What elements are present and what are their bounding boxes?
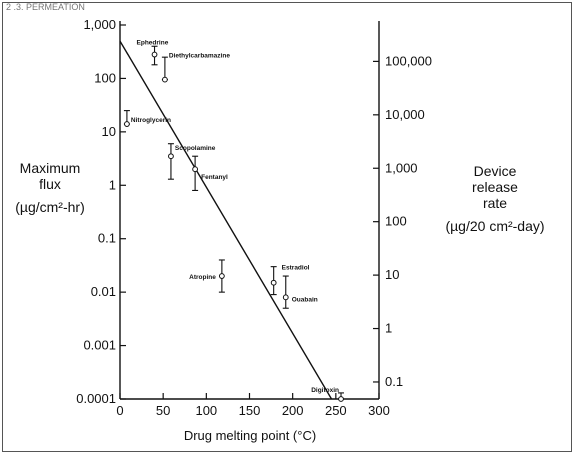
y-tick-label-right: 100,000 xyxy=(385,53,432,68)
x-tick-label: 250 xyxy=(325,403,347,418)
data-point xyxy=(282,294,289,301)
y-tick-label-right: 1,000 xyxy=(385,160,418,175)
y-tick-label-right: 0.1 xyxy=(385,374,403,389)
y-tick-label-right: 10 xyxy=(385,267,399,282)
x-tick-label: 150 xyxy=(239,403,261,418)
y-tick-label-left: 1 xyxy=(109,177,116,192)
right-axis-title-line3: rate xyxy=(483,195,507,211)
trend-line xyxy=(119,40,333,400)
x-tick-label: 50 xyxy=(156,403,170,418)
y-tick-label-left: 100 xyxy=(94,70,116,85)
y-tick-label-left: 0.0001 xyxy=(76,391,116,406)
y-tick-label-left: 10 xyxy=(102,124,116,139)
point-label: Atropine xyxy=(189,274,216,281)
right-axis-title-line2: release xyxy=(472,179,518,195)
point-label: Estradiol xyxy=(282,265,310,272)
data-point xyxy=(270,279,277,286)
data-point xyxy=(161,76,168,83)
x-tick-label: 200 xyxy=(282,403,304,418)
right-axis-title-line4: (µg/20 cm²-day) xyxy=(445,218,544,234)
axes: 0 50 100 150 200 250 300 0.0001 0.001 0.01 0.1 1 10 1… xyxy=(76,17,432,418)
point-label: Scopolamine xyxy=(175,145,216,152)
y-tick-label-right: 10,000 xyxy=(385,107,425,122)
data-point xyxy=(218,273,225,279)
point-label: Diethylcarbamazine xyxy=(169,53,230,60)
point-label: Ouabain xyxy=(292,296,318,303)
point-label: Ephedrine xyxy=(137,40,169,47)
data-point xyxy=(124,121,130,127)
x-tick-label: 300 xyxy=(368,403,390,418)
y-tick-label-left: 1,000 xyxy=(83,17,116,32)
point-label: Digitoxin xyxy=(311,387,339,394)
left-axis-title-line3: (µg/cm²-hr) xyxy=(15,199,85,215)
point-label: Nitroglycerin xyxy=(131,117,171,124)
left-axis-title-line2: flux xyxy=(39,176,61,192)
data-point xyxy=(168,153,174,160)
header-scribble: 2 .3. PERMEATION xyxy=(6,2,85,12)
y-tick-label-left: 0.1 xyxy=(98,231,116,246)
y-tick-label-left: 0.01 xyxy=(91,284,116,299)
x-tick-label: 100 xyxy=(195,403,217,418)
y-tick-label-right: 1 xyxy=(385,321,392,336)
right-axis-title-line1: Device xyxy=(474,163,517,179)
data-point xyxy=(151,51,158,58)
left-axis-title-line1: Maximum xyxy=(20,160,81,176)
y-tick-label-left: 0.001 xyxy=(83,338,116,353)
point-label: Fentanyl xyxy=(201,174,228,181)
x-axis-title: Drug melting point (°C) xyxy=(184,428,316,443)
x-tick-label: 0 xyxy=(116,403,123,418)
data-point xyxy=(192,166,199,173)
data-point xyxy=(338,396,344,402)
y-tick-label-right: 100 xyxy=(385,214,407,229)
figure-frame xyxy=(2,2,572,452)
